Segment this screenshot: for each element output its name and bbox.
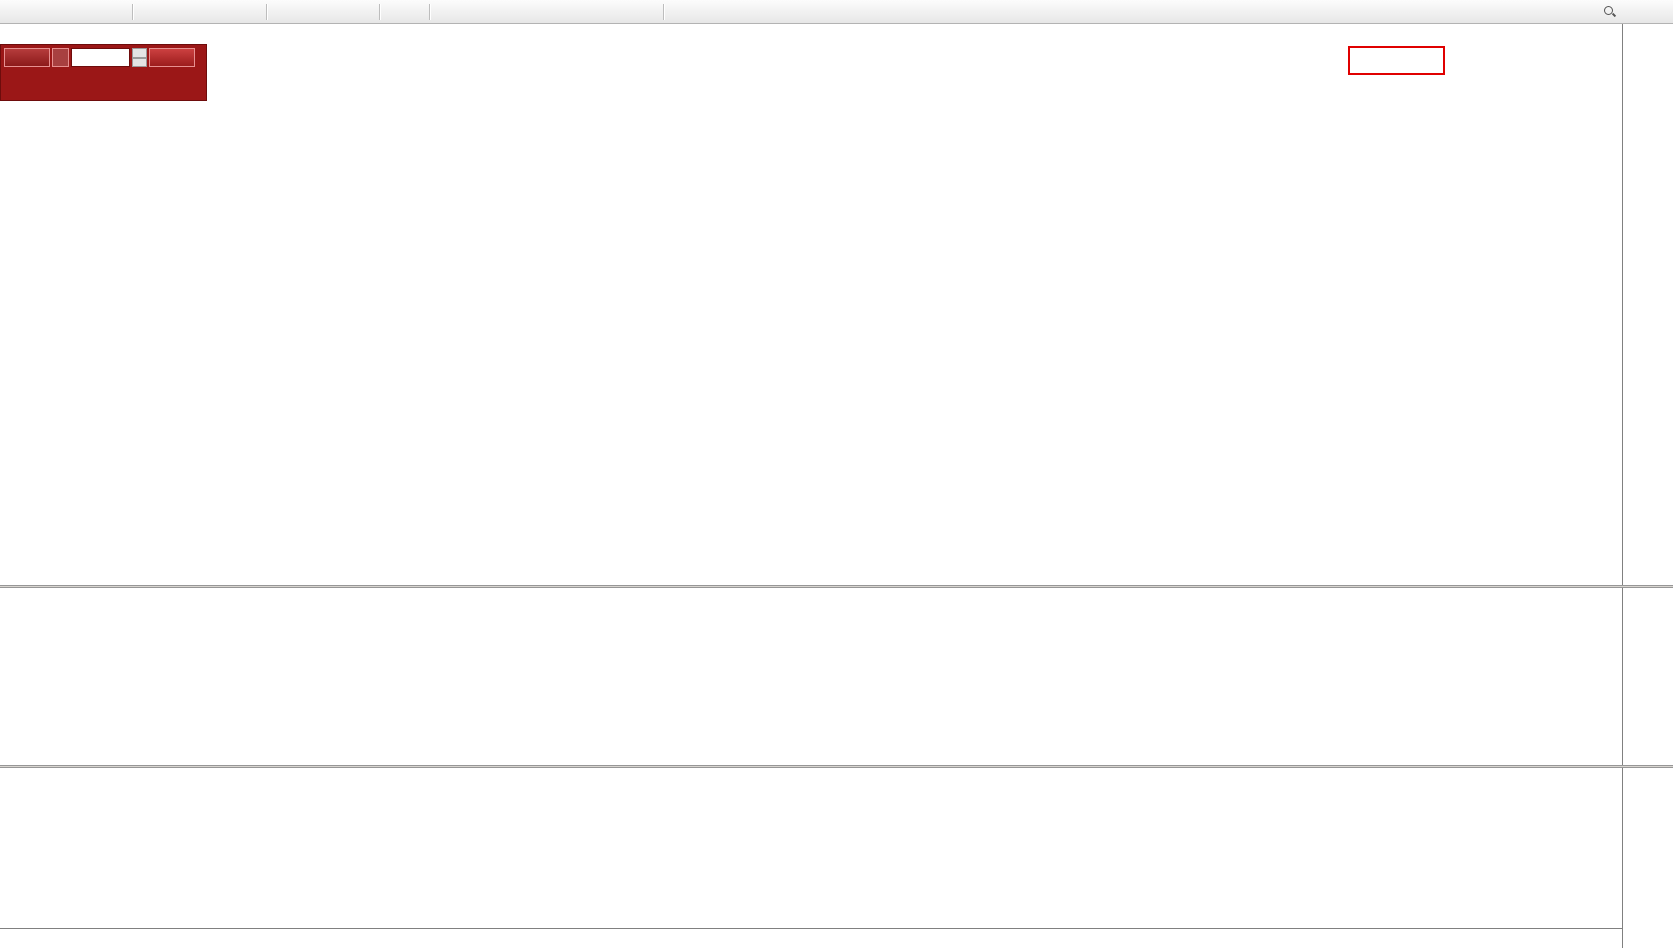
volume-input[interactable] <box>71 48 130 67</box>
macd-canvas[interactable] <box>0 588 1622 765</box>
window-layout-button[interactable] <box>1624 2 1644 22</box>
time-axis[interactable] <box>0 928 1622 948</box>
one-click-top-row <box>1 45 206 68</box>
periods-button[interactable] <box>334 2 354 22</box>
new-order-button[interactable] <box>24 2 44 22</box>
panel-splitter[interactable] <box>0 585 1673 588</box>
autotrading-button[interactable] <box>108 2 128 22</box>
fibonacci-button[interactable] <box>518 2 538 22</box>
one-click-trading-widget <box>0 44 207 101</box>
chart-shift-button[interactable] <box>292 2 312 22</box>
price-axis[interactable] <box>1622 0 1673 948</box>
main-chart-panel[interactable] <box>0 24 1622 585</box>
profiles-button[interactable] <box>45 2 65 22</box>
market-watch-button[interactable] <box>87 2 107 22</box>
stepper-down-icon[interactable] <box>132 57 147 67</box>
top-toolbar <box>0 0 1673 24</box>
candlestick-chart-button[interactable] <box>158 2 178 22</box>
auto-scroll-button[interactable] <box>271 2 291 22</box>
sell-button[interactable] <box>4 48 50 67</box>
shapes-button[interactable] <box>560 2 580 22</box>
cursor-button[interactable] <box>384 2 404 22</box>
rsi-panel[interactable] <box>0 768 1622 928</box>
macd-panel[interactable] <box>0 588 1622 765</box>
volume-dropdown-button[interactable] <box>52 48 69 67</box>
line-chart-button[interactable] <box>179 2 199 22</box>
search-icon <box>1603 5 1616 18</box>
zoom-in-button[interactable] <box>200 2 220 22</box>
trendline-button[interactable] <box>476 2 496 22</box>
toolbar-separator <box>429 3 430 20</box>
toolbar-separator <box>266 3 267 20</box>
panel-splitter[interactable] <box>0 765 1673 768</box>
panel-toggle-button[interactable] <box>1648 2 1668 22</box>
search-button[interactable] <box>1599 2 1620 22</box>
toolbar-separator <box>132 3 133 20</box>
horizontal-line-button[interactable] <box>455 2 475 22</box>
templates-button[interactable] <box>355 2 375 22</box>
toolbar-separator <box>663 3 664 20</box>
crosshair-button[interactable] <box>405 2 425 22</box>
text-tool-button[interactable] <box>539 2 559 22</box>
toolbar-right-group <box>1599 2 1670 22</box>
charts-button[interactable] <box>66 2 86 22</box>
bar-chart-button[interactable] <box>137 2 157 22</box>
zoom-out-button[interactable] <box>221 2 241 22</box>
price-level-callout <box>1348 46 1445 75</box>
vertical-line-button[interactable] <box>434 2 454 22</box>
one-click-price-row <box>1 68 206 100</box>
stepper-up-icon[interactable] <box>132 48 147 58</box>
new-chart-button[interactable] <box>3 2 23 22</box>
buy-button[interactable] <box>149 48 195 67</box>
channel-button[interactable] <box>497 2 517 22</box>
indicators-button[interactable] <box>313 2 333 22</box>
rsi-canvas[interactable] <box>0 768 1622 928</box>
tile-windows-button[interactable] <box>242 2 262 22</box>
candlestick-chart-canvas[interactable] <box>0 24 1622 585</box>
toolbar-separator <box>379 3 380 20</box>
volume-stepper[interactable] <box>132 48 147 67</box>
